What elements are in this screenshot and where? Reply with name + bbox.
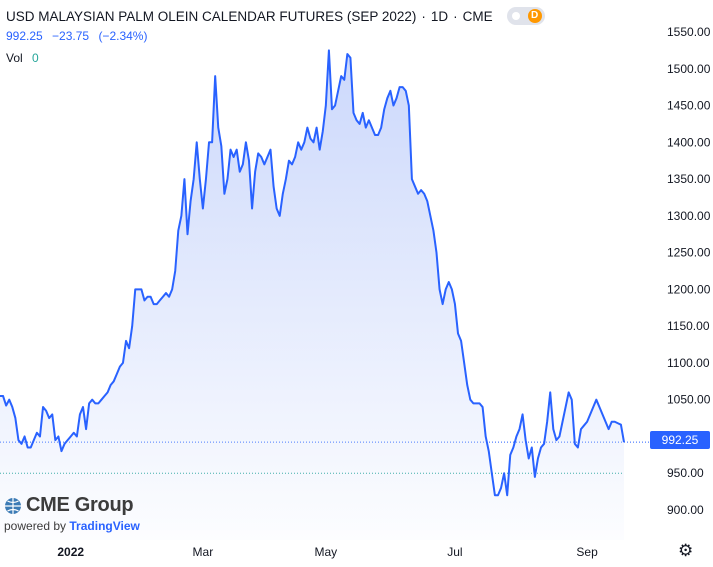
y-tick-label: 1350.00	[667, 172, 711, 186]
toggle-letter: D	[527, 9, 542, 23]
price-area-fill	[0, 50, 624, 540]
gear-icon[interactable]: ⚙	[678, 541, 694, 560]
price-change: −23.75	[52, 29, 90, 43]
cme-globe-icon	[5, 497, 21, 514]
legend-price: 992.25 −23.75 (−2.34%)	[6, 29, 153, 43]
legend-volume: Vol 0	[6, 51, 39, 65]
y-tick-label: 1300.00	[667, 209, 711, 223]
toggle-dot-icon	[511, 12, 520, 20]
interval-label[interactable]: 1D	[430, 8, 449, 24]
y-tick-label: 1050.00	[667, 393, 711, 407]
volume-value: 0	[32, 51, 39, 65]
y-tick-label: 950.00	[667, 466, 704, 480]
y-tick-label: 1500.00	[667, 62, 711, 76]
price-line	[0, 49, 625, 497]
last-price: 992.25	[6, 29, 43, 43]
volume-label: Vol	[6, 51, 23, 65]
market-status-toggle[interactable]: D	[506, 7, 545, 25]
y-tick-label: 1250.00	[667, 246, 711, 260]
y-tick-label: 1150.00	[667, 319, 710, 333]
legend-title: USD MALAYSIAN PALM OLEIN CALENDAR FUTURE…	[6, 7, 545, 25]
cme-logo[interactable]: CME Group	[4, 494, 134, 517]
y-tick-label: 1200.00	[667, 282, 711, 296]
y-tick-label: 1550.00	[667, 25, 711, 39]
x-tick-label: Jul	[447, 545, 462, 559]
y-tick-label: 900.00	[667, 503, 704, 517]
x-tick-label: Mar	[193, 545, 214, 559]
powered-by-label: powered by	[4, 519, 67, 533]
symbol-title[interactable]: USD MALAYSIAN PALM OLEIN CALENDAR FUTURE…	[6, 8, 417, 24]
x-tick-label: 2022	[57, 545, 84, 559]
x-tick-label: May	[314, 545, 337, 559]
price-change-percent: (−2.34%)	[98, 29, 148, 43]
y-tick-label: 1450.00	[667, 99, 711, 113]
powered-by[interactable]: powered by TradingView	[4, 519, 140, 533]
tradingview-link[interactable]: TradingView	[69, 519, 140, 533]
last-price-tag: 992.25	[650, 431, 710, 449]
x-tick-label: Sep	[576, 545, 598, 559]
y-tick-label: 1400.00	[667, 135, 711, 149]
cme-logo-text: CME Group	[26, 494, 134, 516]
exchange-label: CME	[462, 8, 493, 24]
y-tick-label: 1100.00	[667, 356, 710, 370]
